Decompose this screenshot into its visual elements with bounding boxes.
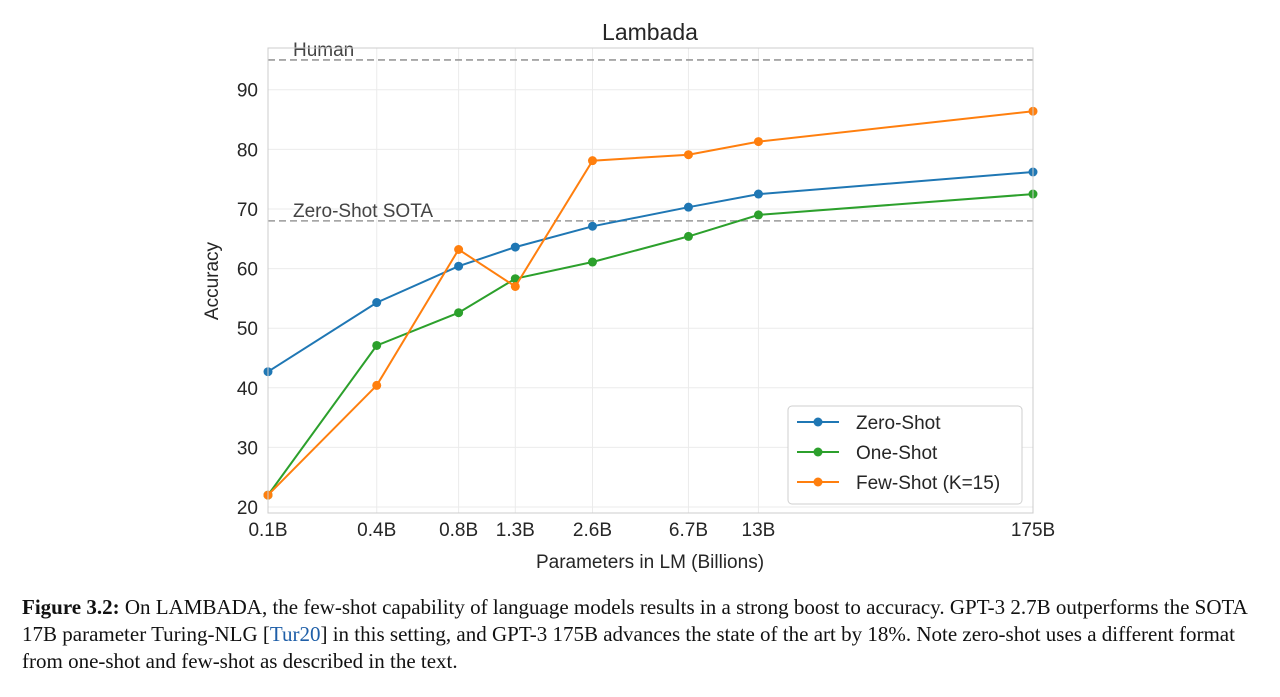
y-tick-label: 90 xyxy=(237,81,258,102)
legend: Zero-Shot One-Shot Few-Shot (K=15) xyxy=(787,405,1023,505)
x-tick-label: 0.8B xyxy=(439,520,478,541)
x-axis-label: Parameters in LM (Billions) xyxy=(536,552,764,573)
y-tick-labels: 20 30 40 50 60 70 80 90 xyxy=(237,81,258,519)
legend-marker xyxy=(813,477,823,487)
series-2 xyxy=(263,106,1038,500)
legend-label: One-Shot xyxy=(856,443,938,464)
legend-marker xyxy=(813,417,823,427)
data-point xyxy=(454,245,464,254)
caption-text-1: On LAMBADA, the few-shot capability of l… xyxy=(22,595,1247,646)
data-point xyxy=(683,150,693,160)
y-tick-label: 60 xyxy=(237,260,258,281)
y-tick-label: 70 xyxy=(237,200,258,221)
data-point xyxy=(587,156,597,166)
data-point xyxy=(454,261,464,271)
data-point xyxy=(510,281,520,291)
y-tick-label: 30 xyxy=(237,438,258,459)
data-point xyxy=(753,210,763,220)
y-tick-label: 20 xyxy=(237,498,258,519)
x-tick-label: 13B xyxy=(742,520,776,541)
series-0 xyxy=(263,167,1038,377)
grid xyxy=(267,48,1034,513)
figure-caption: Figure 3.2: On LAMBADA, the few-shot cap… xyxy=(22,594,1262,675)
chart-title: Lambada xyxy=(602,19,698,45)
y-tick-label: 40 xyxy=(237,379,258,400)
y-tick-label: 80 xyxy=(237,140,258,161)
caption-text-2: ] in this setting, and GPT-3 175B advanc… xyxy=(22,622,1235,673)
reference-line-label: Human xyxy=(293,40,354,61)
data-point xyxy=(454,308,464,318)
data-point xyxy=(372,340,382,350)
data-point xyxy=(510,242,520,252)
x-tick-label: 6.7B xyxy=(669,520,708,541)
legend-box xyxy=(787,405,1023,505)
data-point xyxy=(753,137,763,147)
y-axis-label: Accuracy xyxy=(202,241,223,320)
legend-label: Few-Shot (K=15) xyxy=(856,473,1000,494)
lambada-chart: Lambada Human Zero-Shot SOTA 20 30 40 50 60 70… xyxy=(202,19,1055,573)
citation-link[interactable]: Tur20 xyxy=(269,622,321,646)
data-point xyxy=(372,298,382,308)
x-tick-label: 0.4B xyxy=(357,520,396,541)
legend-label: Zero-Shot xyxy=(856,413,941,434)
data-point xyxy=(753,189,763,199)
data-point xyxy=(683,202,693,212)
data-point xyxy=(683,231,693,241)
data-point xyxy=(587,257,597,267)
series-layer xyxy=(263,106,1038,500)
x-tick-label: 1.3B xyxy=(496,520,535,541)
legend-marker xyxy=(813,447,823,457)
series-line xyxy=(267,110,1034,496)
x-tick-label: 2.6B xyxy=(573,520,612,541)
x-tick-label: 0.1B xyxy=(248,520,287,541)
y-tick-label: 50 xyxy=(237,319,258,340)
x-tick-label: 175B xyxy=(1011,520,1055,541)
caption-label: Figure 3.2: xyxy=(22,595,120,619)
data-point xyxy=(587,221,597,231)
plot-frame xyxy=(267,47,1034,514)
reference-line-label: Zero-Shot SOTA xyxy=(293,201,433,222)
data-point xyxy=(372,380,382,390)
x-tick-labels: 0.1B 0.4B 0.8B 1.3B 2.6B 6.7B 13B 175B xyxy=(248,520,1055,541)
reference-lines: Human Zero-Shot SOTA xyxy=(268,40,1033,222)
series-line xyxy=(267,193,1034,496)
series-line xyxy=(267,171,1034,373)
